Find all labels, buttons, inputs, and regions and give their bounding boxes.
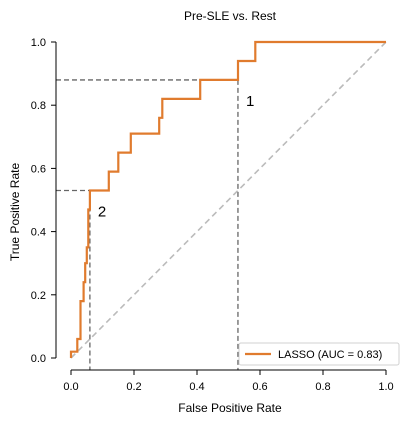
y-tick-label: 0.4: [31, 227, 46, 239]
y-tick-label: 0.2: [31, 290, 46, 302]
x-axis-label: False Positive Rate: [178, 401, 282, 415]
y-tick-label: 0.8: [31, 100, 46, 112]
x-tick-label: 0.8: [315, 381, 330, 393]
y-tick-label: 0.6: [31, 163, 46, 175]
x-tick-label: 0.6: [252, 381, 267, 393]
threshold-labels: 12: [98, 93, 254, 221]
chart-title: Pre-SLE vs. Rest: [184, 9, 277, 23]
y-tick-label: 1.0: [31, 37, 46, 49]
x-tick-label: 1.0: [378, 381, 393, 393]
threshold-label: 1: [246, 93, 254, 110]
y-ticks: 0.0 0.2 0.4 0.6 0.8 1.0: [31, 37, 56, 365]
y-axis-label: True Positive Rate: [8, 163, 22, 262]
x-ticks: 0.0 0.2 0.4 0.6 0.8 1.0: [63, 370, 393, 393]
y-tick-label: 0.0: [31, 353, 46, 365]
legend: LASSO (AUC = 0.83): [239, 343, 399, 365]
x-tick-label: 0.0: [63, 381, 78, 393]
threshold-label: 2: [98, 204, 106, 221]
legend-label: LASSO (AUC = 0.83): [278, 349, 382, 361]
x-tick-label: 0.2: [126, 381, 141, 393]
x-tick-label: 0.4: [189, 381, 204, 393]
chance-line: [71, 42, 386, 358]
threshold-guides: [56, 80, 238, 370]
